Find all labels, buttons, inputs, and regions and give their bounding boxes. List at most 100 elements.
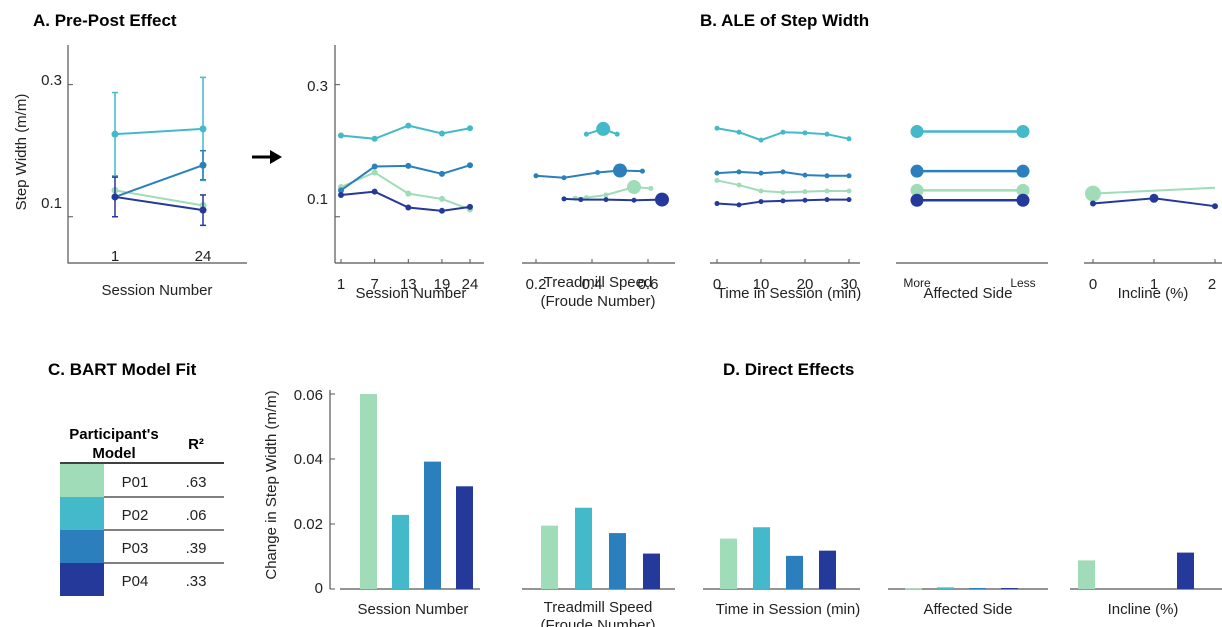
b-session-point-P01 (405, 190, 412, 197)
panel-a-axis (67, 45, 247, 264)
b-session-xtick: 1 (337, 276, 345, 293)
b-session-point-P02 (405, 122, 412, 129)
b-side-point-P02 (1016, 125, 1030, 139)
table-row-r2: .06 (186, 507, 207, 524)
bar-P01 (905, 588, 922, 590)
b-session-line-P03 (340, 164, 471, 192)
panel-a-line-P01 (114, 189, 204, 207)
b-time-point-P01 (736, 182, 742, 188)
bar-P01 (720, 538, 737, 589)
b-side-point-P01 (1016, 183, 1030, 197)
panel-d-title: D. Direct Effects (723, 360, 854, 379)
b-session-xtick: 24 (462, 276, 479, 293)
table-row-name: P02 (122, 507, 149, 524)
b-session-point-P02 (371, 135, 378, 142)
b-time-point-P03 (802, 172, 808, 178)
table-row-name: P01 (122, 474, 149, 491)
b-session-line-P02 (340, 124, 471, 140)
bar-P03 (786, 555, 803, 589)
b-session-point-P04 (338, 191, 344, 198)
b-speed-point-P01 (627, 180, 641, 195)
b-session-xtick: 7 (370, 276, 378, 293)
bar-P04 (1177, 552, 1194, 589)
bar-P02 (937, 587, 954, 589)
b-session-point-P02 (438, 130, 445, 137)
b-side-point-P01 (910, 183, 924, 197)
b-time-xtick: 20 (797, 276, 814, 293)
b-speed-point-P02 (583, 131, 589, 137)
d-group-sublabel: (Froude Number) (540, 617, 655, 627)
b-speed-point-P01 (648, 185, 654, 191)
b-speed-point-P02 (596, 121, 611, 136)
bar-P03 (424, 461, 441, 589)
b-session-point-P03 (438, 170, 445, 177)
b-time-point-P01 (780, 189, 786, 195)
b-speed-point-P03 (595, 169, 601, 175)
b-time-point-P02 (802, 130, 808, 136)
panel-a-ytick-0.1: 0.1 (41, 195, 62, 212)
b-time-point-P03 (780, 169, 786, 175)
b-session-xlabel: Session Number (356, 285, 467, 302)
b-time-point-P02 (824, 131, 830, 137)
b-session-point-P04 (371, 188, 378, 195)
panel-a-ytick-0.3: 0.3 (41, 72, 62, 89)
b-session-point-P03 (338, 187, 344, 194)
b-incline-xlabel: Incline (%) (1118, 285, 1189, 302)
b-side-point-P04 (910, 193, 924, 207)
b-time-xtick: 10 (753, 276, 770, 293)
b-time-xtick: 30 (841, 276, 858, 293)
panel-a-line-P02 (114, 127, 204, 136)
b-side-xlabel: Affected Side (924, 285, 1013, 302)
b-time-xlabel: Time in Session (min) (717, 285, 861, 302)
b-time-point-P01 (824, 188, 830, 194)
b-session-point-P03 (467, 162, 473, 169)
panel-b-title: B. ALE of Step Width (700, 11, 869, 30)
panel-c-title: C. BART Model Fit (48, 360, 197, 379)
b-session-point-P01 (371, 169, 378, 176)
table-header-r2: R² (188, 436, 204, 453)
model-fit-table: Participant's Model R² P01 .63 P02 .06 P… (60, 426, 224, 596)
d-group-label: Treadmill Speed (544, 599, 653, 616)
d-group-label: Time in Session (min) (716, 601, 860, 618)
b-speed-point-P04 (603, 197, 609, 203)
b-session-point-P01 (438, 195, 445, 202)
b-time-point-P04 (824, 197, 830, 203)
bar-P04 (1001, 588, 1018, 590)
b-speed-xlabel-2: (Froude Number) (540, 293, 655, 310)
bar-P02 (392, 514, 409, 589)
b-speed-xtick: 0.2 (526, 276, 547, 293)
table-row-name: P04 (122, 573, 149, 590)
bar-P01 (541, 525, 558, 589)
panel-d-ytick: 0.02 (294, 516, 323, 533)
b-incline-xtick: 0 (1089, 276, 1097, 293)
table-header-model: Participant's (69, 426, 158, 443)
b-time-point-P03 (714, 170, 720, 176)
b-speed-point-P03 (613, 163, 627, 178)
b-time-point-P01 (802, 189, 808, 195)
bar-P03 (609, 533, 626, 589)
swatch-p01 (60, 464, 104, 497)
b-speed-point-P04 (561, 196, 567, 202)
b-time-point-P03 (758, 170, 764, 176)
b-speed-point-P04 (631, 197, 637, 203)
b-time-point-P02 (736, 129, 742, 135)
b-side-point-P03 (910, 164, 924, 178)
b-session-point-P04 (467, 203, 473, 210)
b-incline-point-P01 (1085, 185, 1101, 202)
b-time-point-P01 (758, 188, 764, 194)
b-time-point-P04 (846, 197, 852, 203)
swatch-p02 (60, 497, 104, 530)
panel-a-xtick-24: 24 (195, 248, 212, 265)
b-time-point-P04 (736, 202, 742, 208)
b-time-point-P02 (846, 136, 852, 142)
b-time-point-P02 (758, 137, 764, 143)
swatch-p04 (60, 563, 104, 596)
bar-P04 (456, 486, 473, 589)
b-incline-point-P04 (1090, 200, 1096, 207)
b-speed-point-P01 (603, 192, 609, 198)
b-side-point-P03 (1016, 164, 1030, 178)
table-row-r2: .63 (186, 474, 207, 491)
b-session-point-P04 (405, 204, 412, 211)
b-speed-point-P03 (639, 168, 645, 174)
b-speed-point-P04 (655, 192, 669, 207)
